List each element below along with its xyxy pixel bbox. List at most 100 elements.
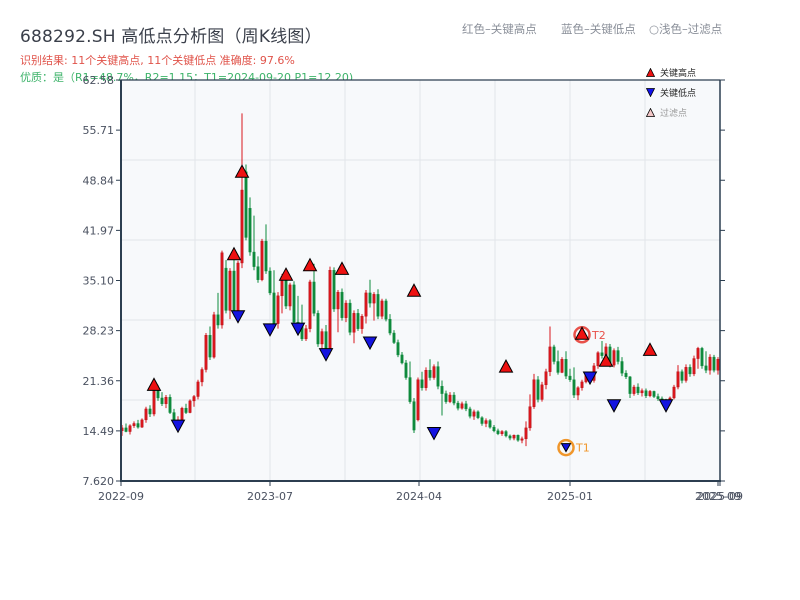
legend-item-filtered: 过滤点 <box>646 106 687 119</box>
candle-body <box>568 375 572 380</box>
candle-body <box>464 403 468 410</box>
candle-body <box>364 292 368 317</box>
y-tick-label: 48.84 <box>83 174 115 187</box>
candle-body <box>128 425 132 432</box>
candle-body <box>436 366 440 387</box>
chart-title: 688292.SH 高低点分析图（周K线图） <box>20 27 322 47</box>
candle-body <box>372 294 376 304</box>
t1-label: T1 <box>575 442 590 455</box>
candle-body <box>192 396 196 402</box>
key-high-marker <box>406 283 422 297</box>
candle-body <box>688 367 692 375</box>
key-high-marker <box>278 267 294 281</box>
candle-body <box>448 394 452 402</box>
candle-body <box>272 292 276 324</box>
candle-body <box>704 365 708 371</box>
top-legend-light-label: ○浅色–过滤点 <box>649 22 723 36</box>
candle-body <box>316 313 320 345</box>
gridlines <box>121 80 720 481</box>
legend-label: 关键低点 <box>660 89 697 99</box>
candle-body <box>520 438 524 441</box>
key-high-marker <box>302 257 318 272</box>
candle-body <box>232 270 236 314</box>
legend-item-key-low: 关键低点 <box>646 86 696 99</box>
x-tick-label: 2025-01 <box>547 490 593 503</box>
axes: 62.58 55.71 48.84 41.97 35.10 28.23 21.36 14.49… <box>83 74 743 503</box>
x-tick-label: 2025-09 <box>697 490 743 503</box>
candle-body <box>124 427 128 432</box>
key-low-marker <box>606 399 622 413</box>
key-low-marker <box>318 348 334 362</box>
key-high-marker <box>234 164 250 178</box>
candle-body <box>460 403 464 409</box>
candle-body <box>208 335 212 358</box>
candle-body <box>236 262 240 314</box>
candle-body <box>320 331 324 345</box>
candle-body <box>512 434 516 439</box>
candle-body <box>404 362 408 378</box>
key-low-marker <box>170 419 186 434</box>
candle-body <box>312 281 316 314</box>
candle-body <box>180 407 184 421</box>
candle-body <box>152 389 156 415</box>
candle-body <box>304 328 308 340</box>
candle-body <box>472 411 476 417</box>
candle-body <box>340 291 344 318</box>
key-low-marker <box>230 310 246 324</box>
triangle-down-icon <box>646 88 655 97</box>
candle-body <box>640 390 644 394</box>
legend-label: 关键高点 <box>660 69 697 79</box>
legend-label: 过滤点 <box>660 109 688 119</box>
top-legend-blue-label: 蓝色–关键低点 <box>561 22 636 36</box>
triangle-up-icon <box>646 68 655 77</box>
candle-body <box>224 267 228 311</box>
x-tick-label: 2025-09 <box>695 490 741 503</box>
candle-body <box>324 331 328 351</box>
candle-body <box>652 391 656 397</box>
candle-body <box>508 435 512 439</box>
candle-body <box>596 352 600 367</box>
candle-body <box>164 397 168 405</box>
candle-body <box>532 379 536 407</box>
candle-body <box>580 381 584 388</box>
triangle-up-outline-icon <box>646 108 655 117</box>
candle-body <box>484 420 488 424</box>
candle-body <box>628 376 632 394</box>
candle-body <box>468 408 472 417</box>
candle-body <box>428 370 432 378</box>
candle-body <box>396 342 400 356</box>
candle-body <box>288 284 292 307</box>
key-low-marker <box>426 426 442 441</box>
candle-body <box>252 251 256 267</box>
candle-body <box>620 361 624 374</box>
candle-body <box>420 379 424 388</box>
y-tick-label: 21.36 <box>83 375 115 388</box>
key-high-marker <box>498 359 514 373</box>
legend-item-key-high: 关键高点 <box>646 66 696 79</box>
key-high-marker <box>334 261 350 275</box>
candle-body <box>284 276 288 307</box>
y-tick-label: 14.49 <box>83 425 115 438</box>
candle-body <box>456 402 460 409</box>
candle-body <box>632 386 636 394</box>
key-high-marker <box>226 246 242 261</box>
key-low-marker <box>262 323 278 337</box>
candle-body <box>412 401 416 431</box>
candle-body <box>200 369 204 383</box>
candle-body <box>216 314 220 326</box>
candle-body <box>624 372 628 378</box>
candle-body <box>416 379 420 421</box>
candle-body <box>148 408 152 415</box>
candle-body <box>400 354 404 364</box>
candle-body <box>392 332 396 343</box>
candle-body <box>564 359 568 377</box>
candle-body <box>560 359 564 373</box>
y-tick-label: 62.58 <box>83 74 115 87</box>
candle-body <box>572 379 576 396</box>
candle-body <box>708 356 712 371</box>
candle-body <box>344 302 348 318</box>
x-tick-label: 2024-04 <box>396 490 442 503</box>
candle-body <box>524 427 528 440</box>
candle-body <box>276 295 280 324</box>
